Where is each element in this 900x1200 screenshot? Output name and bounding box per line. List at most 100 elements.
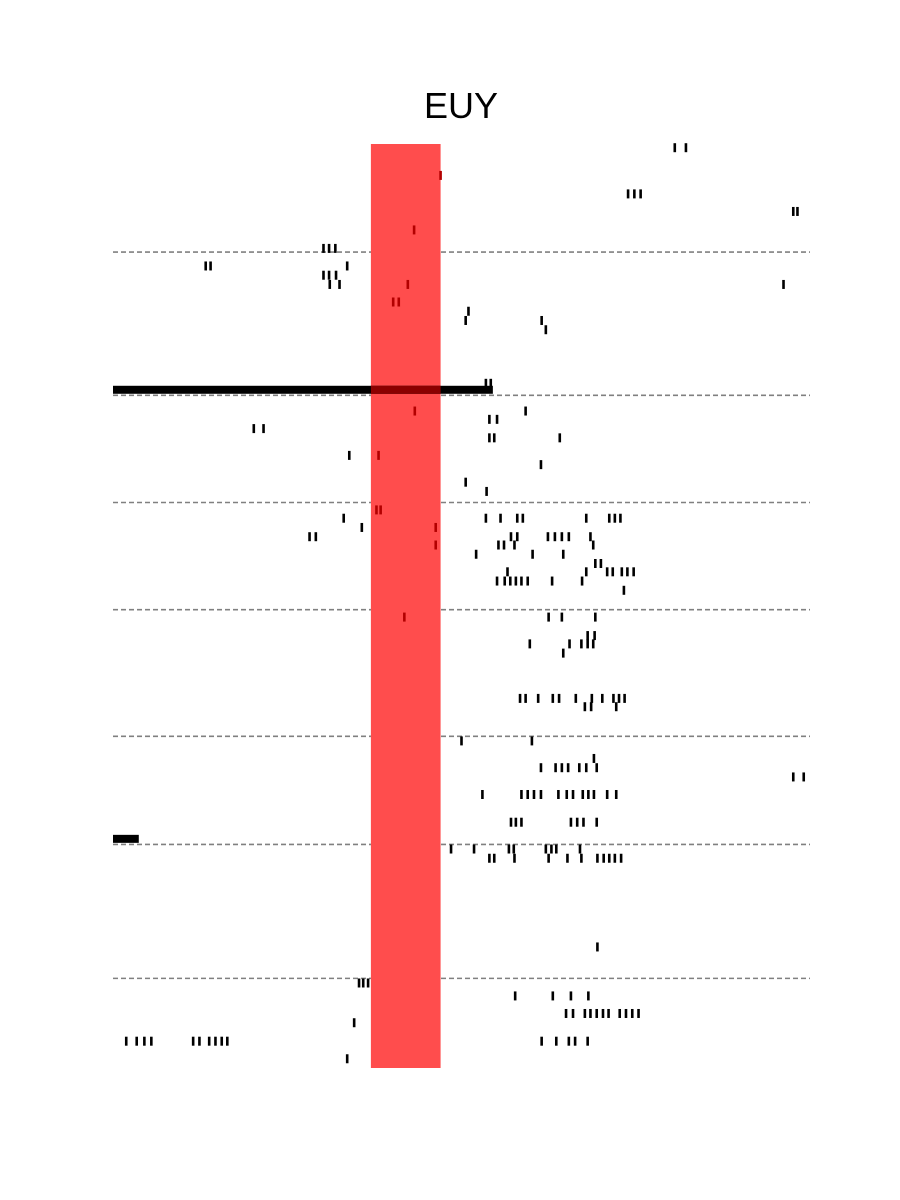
spike-tick-44-3 [512,844,516,854]
spike-tick-14-1 [524,406,527,416]
spike-tick-52-0 [345,1054,349,1064]
spike-tick-18-1 [377,450,380,460]
spike-tick-25-6 [560,532,564,542]
spike-tick-35-0 [561,648,565,658]
spike-tick-15-1 [495,414,499,424]
spike-tick-51-12 [567,1036,571,1046]
spike-tick-49-3 [589,1008,592,1018]
spike-tick-51-1 [135,1036,138,1046]
spike-tick-43-0 [509,817,513,827]
spike-tick-42-5 [557,789,560,799]
spike-tick-27-1 [531,549,534,559]
spike-tick-42-0 [481,789,484,799]
spike-tick-25-4 [546,532,550,542]
spike-tick-5-1 [327,243,331,253]
spike-tick-42-8 [581,789,585,799]
spike-tick-29-6 [632,567,635,577]
spike-tick-19-0 [539,460,543,470]
spike-tick-27-2 [561,549,565,559]
spike-tick-40-3 [566,763,570,773]
spike-tick-25-0 [308,532,311,542]
spike-tick-42-9 [587,789,590,799]
spike-tick-44-0 [449,844,453,854]
spike-tick-43-1 [514,817,518,827]
spike-tick-36-8 [612,693,615,703]
spike-tick-48-3 [587,991,590,1001]
spike-tick-45-7 [602,853,605,863]
spike-tick-40-5 [584,763,588,773]
spike-tick-29-1 [584,567,588,577]
spike-tick-42-1 [520,789,523,799]
spike-tick-36-10 [623,693,626,703]
spike-tick-18-0 [347,450,351,460]
thick-bar-0 [113,385,493,394]
spike-tick-16-1 [262,424,265,434]
spike-tick-44-7 [578,844,582,854]
spike-tick-9-1 [397,297,401,307]
spike-tick-45-0 [488,853,491,863]
spike-tick-17-2 [558,433,562,443]
spike-tick-47-0 [357,978,361,988]
spike-tick-29-5 [626,567,629,577]
spike-tick-43-4 [575,817,579,827]
spike-tick-49-10 [637,1008,640,1018]
spike-tick-45-3 [547,853,550,863]
chart-title: EUY [423,85,499,126]
thick-bar-overlap-0 [370,385,441,394]
spike-tick-34-2 [580,639,583,649]
spike-tick-36-6 [590,693,594,703]
spike-tick-38-1 [530,736,534,746]
spike-tick-31-0 [622,585,626,595]
spike-tick-44-4 [544,844,548,854]
spike-tick-36-3 [551,693,555,703]
spike-tick-51-4 [191,1036,195,1046]
spike-tick-46-0 [596,942,599,952]
spike-tick-30-5 [526,576,530,586]
spike-tick-47-1 [361,978,365,988]
spike-tick-44-5 [550,844,553,854]
spike-tick-30-1 [503,576,507,586]
spike-tick-34-4 [591,639,595,649]
spike-tick-1-0 [439,170,442,180]
spike-tick-25-7 [567,532,571,542]
spike-tick-28-1 [599,558,603,568]
spike-tick-28-0 [594,558,597,568]
spike-tick-41-1 [802,772,806,782]
spike-tick-27-0 [474,549,478,559]
spike-tick-36-4 [557,693,561,703]
spike-tick-32-3 [594,612,597,622]
spike-tick-51-14 [586,1036,589,1046]
spike-tick-51-3 [150,1036,153,1046]
spike-tick-49-1 [571,1008,575,1018]
spike-tick-49-5 [601,1008,605,1018]
spike-tick-36-7 [600,693,604,703]
spike-tick-37-0 [583,702,587,712]
spike-tick-0-1 [684,143,688,153]
spike-tick-45-10 [619,853,623,863]
spike-tick-23-8 [619,513,622,523]
spike-tick-36-1 [524,693,527,703]
spike-tick-40-4 [577,763,581,773]
spike-tick-36-2 [536,693,540,703]
spike-tick-30-7 [580,576,584,586]
spike-tick-26-2 [502,540,506,550]
spike-tick-7-2 [334,270,338,280]
spike-tick-6-2 [345,261,349,271]
spike-tick-26-3 [513,540,516,550]
spike-tick-42-10 [592,789,596,799]
spike-tick-29-3 [611,567,615,577]
spike-tick-14-0 [413,406,417,416]
spike-tick-49-8 [624,1008,628,1018]
spike-tick-49-7 [618,1008,622,1018]
spike-tick-42-3 [532,789,536,799]
spike-tick-36-9 [617,693,621,703]
spike-tick-26-0 [434,540,438,550]
spike-tick-23-2 [499,513,502,523]
spike-tick-15-0 [488,414,491,424]
spike-tick-21-0 [485,486,488,496]
spike-tick-25-3 [515,532,519,542]
spike-tick-23-3 [515,513,519,523]
spike-tick-11-0 [464,315,467,325]
spike-tick-13-0 [484,378,488,388]
